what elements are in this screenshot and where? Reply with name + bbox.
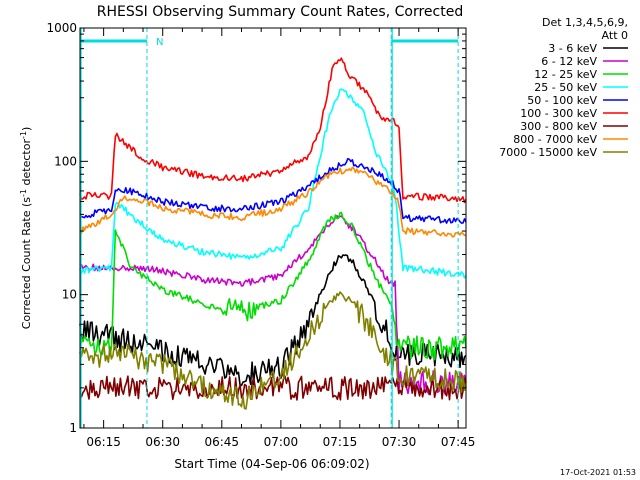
- y-axis-label-end: ): [20, 127, 33, 131]
- series-layer: [79, 57, 467, 410]
- y-tick-label: 1: [69, 421, 77, 435]
- legend-label-6-12-kev: 6 - 12 keV: [541, 55, 597, 68]
- legend-label-12-25-kev: 12 - 25 keV: [534, 68, 597, 81]
- series-line-100-300-kev: [79, 57, 467, 204]
- plot-frame: [79, 27, 467, 429]
- x-axis: 06:15 06:30 06:45 07:00 07:15 07:30 07:45: [83, 28, 476, 449]
- legend-label-800-7000-kev: 800 - 7000 keV: [513, 133, 597, 146]
- legend-header-line1: Det 1,3,4,5,6,9,: [542, 16, 628, 29]
- series-line-800-7000-kev: [79, 166, 467, 238]
- x-tick-label: 06:15: [86, 435, 121, 449]
- x-tick-label: 07:30: [382, 435, 417, 449]
- y-axis-label: Corrected Count Rate (s-1 detector-1): [19, 127, 34, 330]
- series-line-7000-15000-kev: [79, 291, 467, 410]
- legend-header-line2: Att 0: [602, 29, 628, 42]
- x-tick-label: 07:00: [264, 435, 299, 449]
- timestamp: 17-Oct-2021 01:53: [560, 468, 636, 477]
- flag-label: N: [156, 37, 163, 48]
- legend-label-300-800-kev: 300 - 800 keV: [520, 120, 597, 133]
- y-tick-label: 1000: [46, 21, 77, 35]
- x-tick-label: 06:30: [145, 435, 180, 449]
- marker-layer: [80, 28, 459, 428]
- x-tick-label: 07:45: [441, 435, 476, 449]
- series-line-300-800-kev: [79, 375, 467, 401]
- y-axis-label-sup2: -1: [19, 131, 28, 139]
- chart-title: RHESSI Observing Summary Count Rates, Co…: [97, 4, 463, 20]
- x-axis-label: Start Time (04-Sep-06 06:09:02): [174, 457, 369, 471]
- series-line-50-100-kev: [79, 157, 467, 224]
- y-axis-label-mid: detector: [20, 139, 33, 189]
- legend-label-100-300-kev: 100 - 300 keV: [520, 107, 597, 120]
- series-line-12-25-kev: [79, 211, 467, 361]
- legend-label-25-50-kev: 25 - 50 keV: [534, 81, 597, 94]
- legend-label-7000-15000-kev: 7000 - 15000 keV: [499, 146, 597, 159]
- y-tick-label: 10: [62, 288, 77, 302]
- legend-label-50-100-kev: 50 - 100 keV: [527, 94, 597, 107]
- x-tick-label: 07:15: [323, 435, 358, 449]
- y-axis-label-sup1: -1: [19, 189, 28, 197]
- x-tick-label: 06:45: [204, 435, 239, 449]
- y-axis: 1 10 100 1000: [46, 21, 466, 435]
- y-axis-label-main: Corrected Count Rate (s: [20, 197, 33, 330]
- legend-label-3-6-kev: 3 - 6 keV: [548, 42, 597, 55]
- y-tick-label: 100: [54, 154, 77, 168]
- series-line-25-50-kev: [79, 88, 467, 279]
